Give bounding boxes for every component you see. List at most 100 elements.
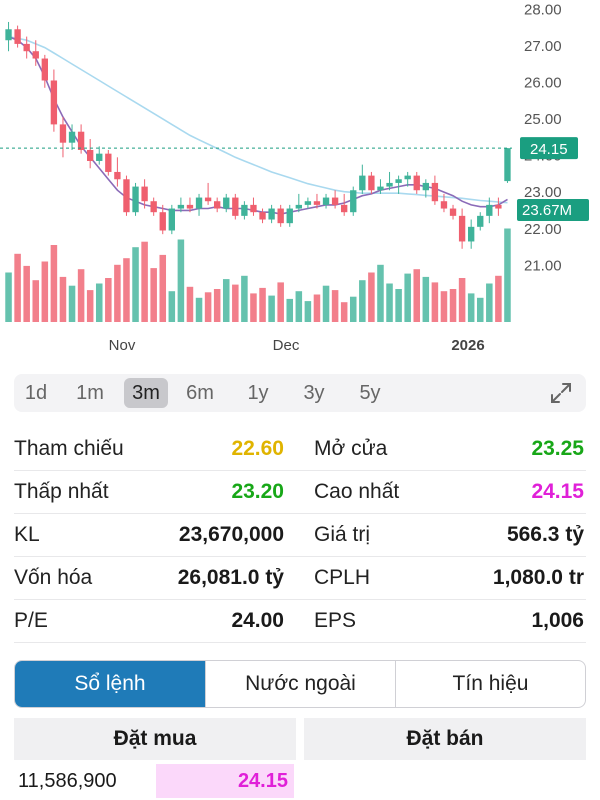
y-tick-label: 27.00 bbox=[524, 38, 562, 55]
candle-body bbox=[386, 182, 393, 187]
tab-signals[interactable]: Tín hiệu bbox=[452, 672, 529, 695]
volume-bar bbox=[431, 282, 439, 322]
candle-body bbox=[105, 153, 112, 172]
stat-label-volume: KL bbox=[14, 523, 40, 546]
order-book-sell-header: Đặt bán bbox=[304, 718, 586, 760]
timeframe-1d[interactable]: 1d bbox=[24, 382, 48, 404]
volume-bar bbox=[150, 268, 157, 322]
price-chart[interactable]: 28.0027.0026.0025.0024.0023.0022.0021.00… bbox=[0, 0, 600, 360]
volume-bar bbox=[304, 301, 312, 322]
volume-bar bbox=[14, 253, 21, 322]
candle-body bbox=[186, 204, 194, 209]
timeframe-5y[interactable]: 5y bbox=[359, 382, 381, 404]
ma-long-line bbox=[8, 35, 508, 204]
candle-body bbox=[232, 197, 239, 216]
volume-bar bbox=[114, 264, 121, 322]
stat-value-reference: 22.60 bbox=[231, 437, 284, 460]
tab-divider bbox=[395, 661, 396, 707]
volume-bar bbox=[386, 283, 393, 322]
candle-body bbox=[377, 186, 384, 191]
candle-body bbox=[368, 175, 375, 191]
volume-bar bbox=[331, 290, 339, 322]
candle-body bbox=[68, 131, 76, 143]
volume-tag bbox=[517, 199, 589, 221]
tab-foreign[interactable]: Nước ngoài bbox=[245, 672, 356, 695]
candle-body bbox=[313, 201, 321, 205]
volume-bar bbox=[141, 241, 148, 322]
volume-bar bbox=[295, 291, 303, 322]
candle-body bbox=[241, 204, 248, 216]
volume-bar bbox=[259, 287, 266, 322]
volume-bar bbox=[467, 293, 475, 322]
order-book-buy-volume: 11,586,900 bbox=[18, 770, 117, 792]
last-price-label: 24.15 bbox=[530, 141, 568, 158]
candle-body bbox=[41, 58, 48, 81]
stat-value-market-cap: 26,081.0 tỷ bbox=[177, 566, 284, 589]
stats-row: P/E 24.00 EPS 1,006 bbox=[14, 600, 586, 643]
stats-row: KL 23,670,000 Giá trị 566.3 tỷ bbox=[14, 514, 586, 557]
stat-value-open: 23.25 bbox=[531, 437, 584, 460]
x-tick-label: Dec bbox=[273, 337, 300, 354]
volume-bar bbox=[504, 228, 511, 322]
volume-bar bbox=[449, 289, 457, 322]
volume-bar bbox=[241, 275, 248, 322]
candle-body bbox=[458, 215, 466, 242]
volume-bar bbox=[268, 295, 275, 322]
candle-body bbox=[331, 197, 339, 205]
timeframe-1m[interactable]: 1m bbox=[76, 382, 104, 404]
volume-bar bbox=[250, 293, 257, 322]
candle-body bbox=[32, 51, 39, 59]
candle-body bbox=[123, 179, 130, 213]
volume-bar bbox=[313, 294, 321, 322]
expand-icon[interactable] bbox=[548, 380, 574, 406]
candle-body bbox=[168, 208, 175, 231]
order-book-buy-price[interactable]: 24.15 bbox=[156, 764, 294, 798]
candle-body bbox=[286, 208, 293, 224]
candle-body bbox=[440, 201, 448, 209]
volume-bar bbox=[340, 302, 348, 322]
candle-body bbox=[449, 208, 457, 216]
x-tick-label: 2026 bbox=[451, 337, 484, 354]
volume-bar bbox=[68, 285, 76, 322]
volume-bar bbox=[186, 286, 194, 322]
volume-bar bbox=[395, 289, 402, 322]
candle-body bbox=[177, 204, 185, 209]
candle-body bbox=[468, 226, 475, 242]
y-tick-label: 23.00 bbox=[524, 184, 562, 201]
candle-body bbox=[350, 190, 357, 213]
candle-body bbox=[77, 131, 85, 150]
volume-bar bbox=[413, 269, 421, 322]
stats-row: Thấp nhất 23.20 Cao nhất 24.15 bbox=[14, 471, 586, 514]
timeframe-1y[interactable]: 1y bbox=[247, 382, 269, 404]
y-tick-label: 21.00 bbox=[524, 257, 562, 274]
volume-bar bbox=[86, 290, 94, 322]
stat-label-market-cap: Vốn hóa bbox=[14, 566, 93, 589]
timeframe-3y[interactable]: 3y bbox=[303, 382, 325, 404]
timeframe-3m[interactable]: 3m bbox=[124, 378, 168, 408]
candle-body bbox=[259, 212, 266, 220]
tab-divider bbox=[205, 661, 206, 707]
candle-body bbox=[195, 197, 203, 209]
volume-bar bbox=[168, 291, 176, 322]
y-tick-label: 28.00 bbox=[524, 1, 562, 18]
candle-body bbox=[477, 215, 484, 227]
volume-bar bbox=[359, 280, 366, 322]
stat-label-shares: CPLH bbox=[314, 566, 371, 589]
y-tick-label: 25.00 bbox=[524, 111, 562, 128]
volume-bar bbox=[195, 297, 203, 322]
candle-body bbox=[431, 182, 439, 202]
order-book-buy-header: Đặt mua bbox=[14, 718, 296, 760]
timeframe-selector: 1d 1m 3m 6m 1y 3y 5y bbox=[14, 374, 586, 412]
candle-body bbox=[214, 201, 221, 209]
volume-bar bbox=[23, 265, 30, 322]
candle-body bbox=[359, 175, 366, 191]
timeframe-6m[interactable]: 6m bbox=[186, 382, 214, 404]
volume-bar bbox=[232, 284, 239, 322]
candle-body bbox=[96, 153, 103, 161]
volume-bar bbox=[95, 283, 103, 322]
stat-label-reference: Tham chiếu bbox=[14, 437, 124, 460]
volume-bar bbox=[368, 272, 375, 322]
tab-order-book[interactable]: Sổ lệnh bbox=[15, 661, 205, 707]
candle-body bbox=[114, 171, 121, 180]
volume-bar bbox=[159, 254, 167, 322]
